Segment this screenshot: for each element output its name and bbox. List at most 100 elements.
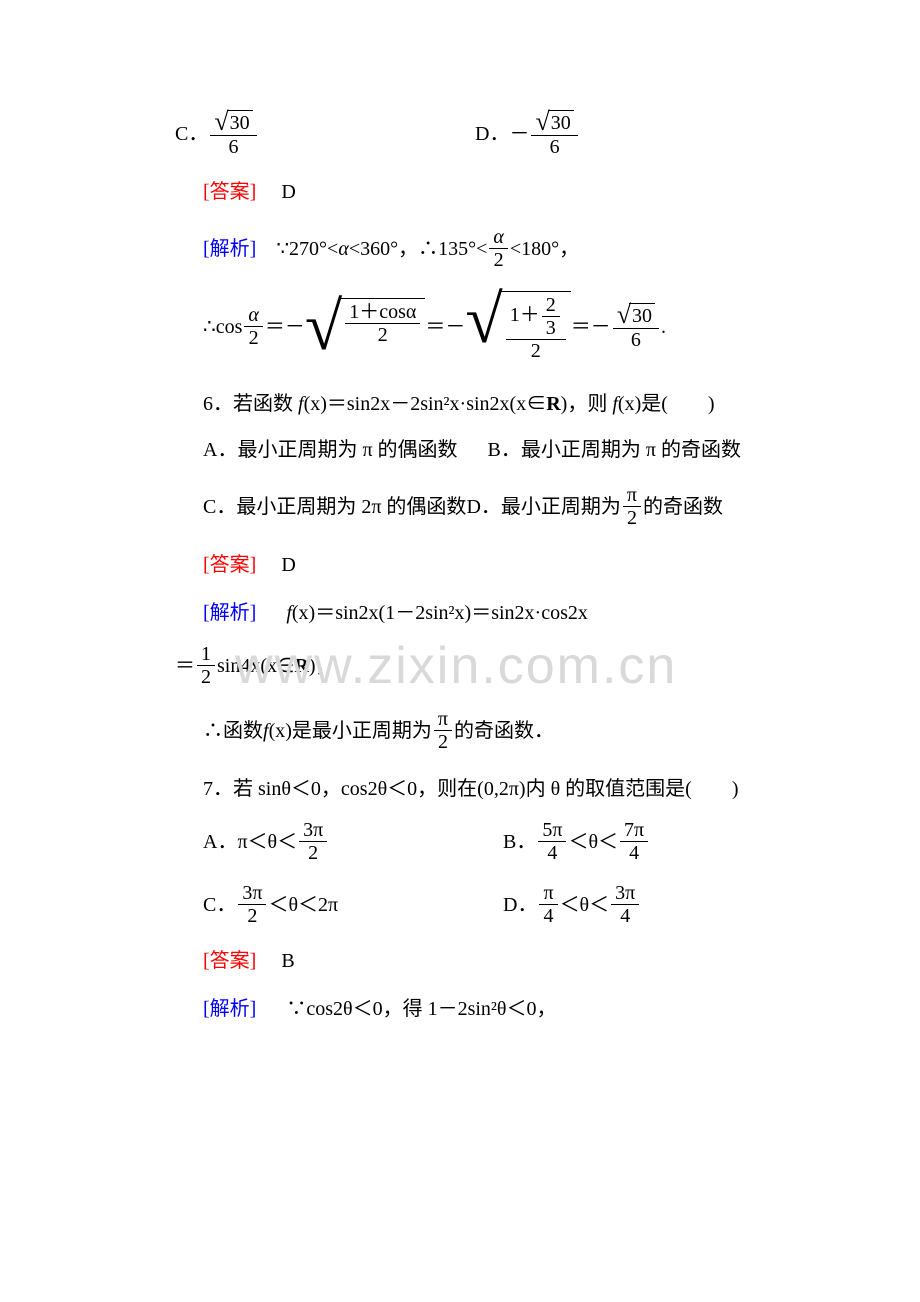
q6-ana3-c: (x)是最小正周期为	[269, 715, 432, 747]
q6-ana2-num: 1	[197, 643, 215, 666]
q6-ana2-frac: 1 2	[197, 643, 215, 688]
q6-b: B．最小正周期为 π 的奇函数	[488, 439, 741, 461]
q5-eq2: ＝－	[425, 311, 465, 343]
q6-d-post: 的奇函数	[643, 491, 723, 523]
q7-d-lden: 4	[540, 905, 558, 927]
q5-choice-row-cd: C． √30 6 D． － √30 6	[175, 110, 775, 158]
q7-answer-row: [答案] B	[175, 945, 775, 977]
q5-ana1-frac-den: 2	[490, 249, 508, 271]
q6-choice-cd: C．最小正周期为 2π 的偶函数 D．最小正周期为 π 2 的奇函数	[175, 484, 775, 529]
q6-c: C．最小正周期为 2π 的偶函数	[203, 491, 466, 523]
q7-choice-b: B． 5π 4 ＜θ＜ 7π 4	[503, 819, 650, 864]
q7-d-rden: 4	[616, 905, 634, 927]
q6-ana3-d: 的奇函数．	[454, 715, 554, 747]
analysis-label-2: [解析]	[203, 602, 256, 624]
q5-d-neg: －	[509, 118, 529, 150]
q7-a-num: 3π	[299, 819, 327, 842]
q7-answer-val: B	[281, 950, 294, 972]
answer-label-3: [答案]	[203, 950, 256, 972]
q6-ana3-frac: π 2	[434, 708, 452, 753]
q6-ana1-gap	[261, 602, 281, 624]
q6-answer-gap	[261, 554, 281, 576]
q6-choice-ab: A．最小正周期为 π 的偶函数 B．最小正周期为 π 的奇函数	[175, 434, 775, 466]
q7-choice-d: D． π 4 ＜θ＜ 3π 4	[503, 882, 641, 927]
q5-eq1: ＝－	[265, 311, 305, 343]
q5-ana-line2: ∴cos α 2 ＝－ √ 1＋cosα 2 ＝－ √ 1＋23	[175, 291, 775, 362]
answer-label-2: [答案]	[203, 554, 256, 576]
q7-answer-gap	[261, 950, 281, 972]
q6-ana3-num: π	[434, 708, 452, 731]
q6-ana2-a: ＝	[175, 650, 195, 682]
q7-c-den: 2	[243, 905, 261, 927]
q6-d-num: π	[623, 484, 641, 507]
q5-cos-frac-num: α	[244, 304, 263, 327]
q7-choice-ab: A．π＜θ＜ 3π 2 B． 5π 4 ＜θ＜ 7π 4	[175, 819, 775, 864]
q7-d-mid: ＜θ＜	[560, 889, 610, 921]
q6-stem-e: )，则	[561, 393, 613, 415]
q7-choice-a: A．π＜θ＜ 3π 2	[203, 819, 503, 864]
q7-a-pre: A．π＜θ＜	[203, 826, 297, 858]
q5-ana1-txt-c: <180°，	[510, 233, 579, 265]
q5-sqrt2: √ 1＋23 2	[465, 291, 570, 362]
q6-ana3: ∴函数 f (x)是最小正周期为 π 2 的奇函数．	[175, 708, 775, 753]
q5-d-frac: √30 6	[531, 110, 577, 158]
q7-ana: [解析] ∵cos2θ＜0，得 1－2sin²θ＜0，	[175, 993, 775, 1025]
q7-b-lfrac: 5π 4	[538, 819, 566, 864]
q7-c-num: 3π	[238, 882, 266, 905]
q6-ana3-den: 2	[434, 731, 452, 753]
q5-ana1-frac-num: α	[489, 226, 508, 249]
q7-c-frac: 3π 2	[238, 882, 266, 927]
watermark: www.zixin.com.cn	[235, 625, 677, 708]
q6-stem-d: R	[546, 393, 560, 415]
q6-ana1-b: (x)＝sin2x(1－2sin²x)＝sin2x·cos2x	[292, 602, 588, 624]
q5-ana1-txt-b: <360°，∴135°<	[349, 233, 488, 265]
label-d: D．	[475, 118, 509, 150]
q5-sqrt1-num: 1＋cosα	[345, 301, 420, 324]
q7-d-pre: D．	[503, 889, 537, 921]
q5-choice-c: C． √30 6	[175, 110, 475, 158]
q7-c-pre: C．	[203, 889, 236, 921]
q5-sqrt2-iden: 3	[542, 317, 560, 339]
q7-choice-c: C． 3π 2 ＜θ＜2π	[203, 882, 503, 927]
q5-answer-row: [答案] D	[175, 176, 775, 208]
q7-b-pre: B．	[503, 826, 536, 858]
q7-b-lnum: 5π	[538, 819, 566, 842]
q5-ana1-frac: α 2	[489, 226, 508, 271]
q5-sqrt1-den: 2	[374, 324, 392, 346]
q5-answer-val: D	[281, 181, 295, 203]
analysis-label: [解析]	[203, 233, 256, 265]
q5-cos: ∴cos	[203, 311, 242, 343]
q7-d-lnum: π	[539, 882, 557, 905]
q6-ana3-a: ∴函数	[203, 715, 263, 747]
q5-ana1-alpha: α	[338, 233, 349, 265]
q7-a-den: 2	[304, 842, 322, 864]
q6-stem-g: (x)是( )	[618, 393, 715, 415]
q6-stem-a: 6．若函数	[203, 393, 298, 415]
q5-sqrt2-a: 1＋	[510, 304, 540, 326]
q7-b-lden: 4	[543, 842, 561, 864]
q6-d-pre: D．最小正周期为	[466, 491, 620, 523]
q7-b-rnum: 7π	[620, 819, 648, 842]
q5-eq3: ＝－	[571, 311, 611, 343]
q7-d-lfrac: π 4	[539, 882, 557, 927]
answer-label: [答案]	[203, 181, 256, 203]
q7-a-frac: 3π 2	[299, 819, 327, 864]
q5-sqrt2-den: 2	[527, 340, 545, 362]
label-c: C．	[175, 118, 208, 150]
q5-answer	[261, 181, 281, 203]
q5-ana-line1: [解析] ∵270°< α <360°，∴135°< α 2 <180°，	[175, 226, 775, 271]
q6-answer-row: [答案] D	[175, 549, 775, 581]
q5-choice-d: D． － √30 6	[475, 110, 580, 158]
q6-a: A．最小正周期为 π 的偶函数	[203, 439, 458, 461]
q6-stem-c: (x)＝sin2x－2sin²x·sin2x(x∈	[304, 393, 547, 415]
q6-d-den: 2	[623, 507, 641, 529]
q6-answer-val: D	[281, 554, 295, 576]
q6-ana2-den: 2	[197, 666, 215, 688]
q7-b-mid: ＜θ＜	[568, 826, 618, 858]
q5-ana1-txt-a: ∵270°<	[276, 233, 338, 265]
q7-d-rnum: 3π	[611, 882, 639, 905]
q7-c-post: ＜θ＜2π	[268, 889, 338, 921]
q5-c-frac: √30 6	[210, 110, 256, 158]
analysis-label-3: [解析]	[203, 998, 256, 1020]
q6-ab-gap	[463, 439, 483, 461]
